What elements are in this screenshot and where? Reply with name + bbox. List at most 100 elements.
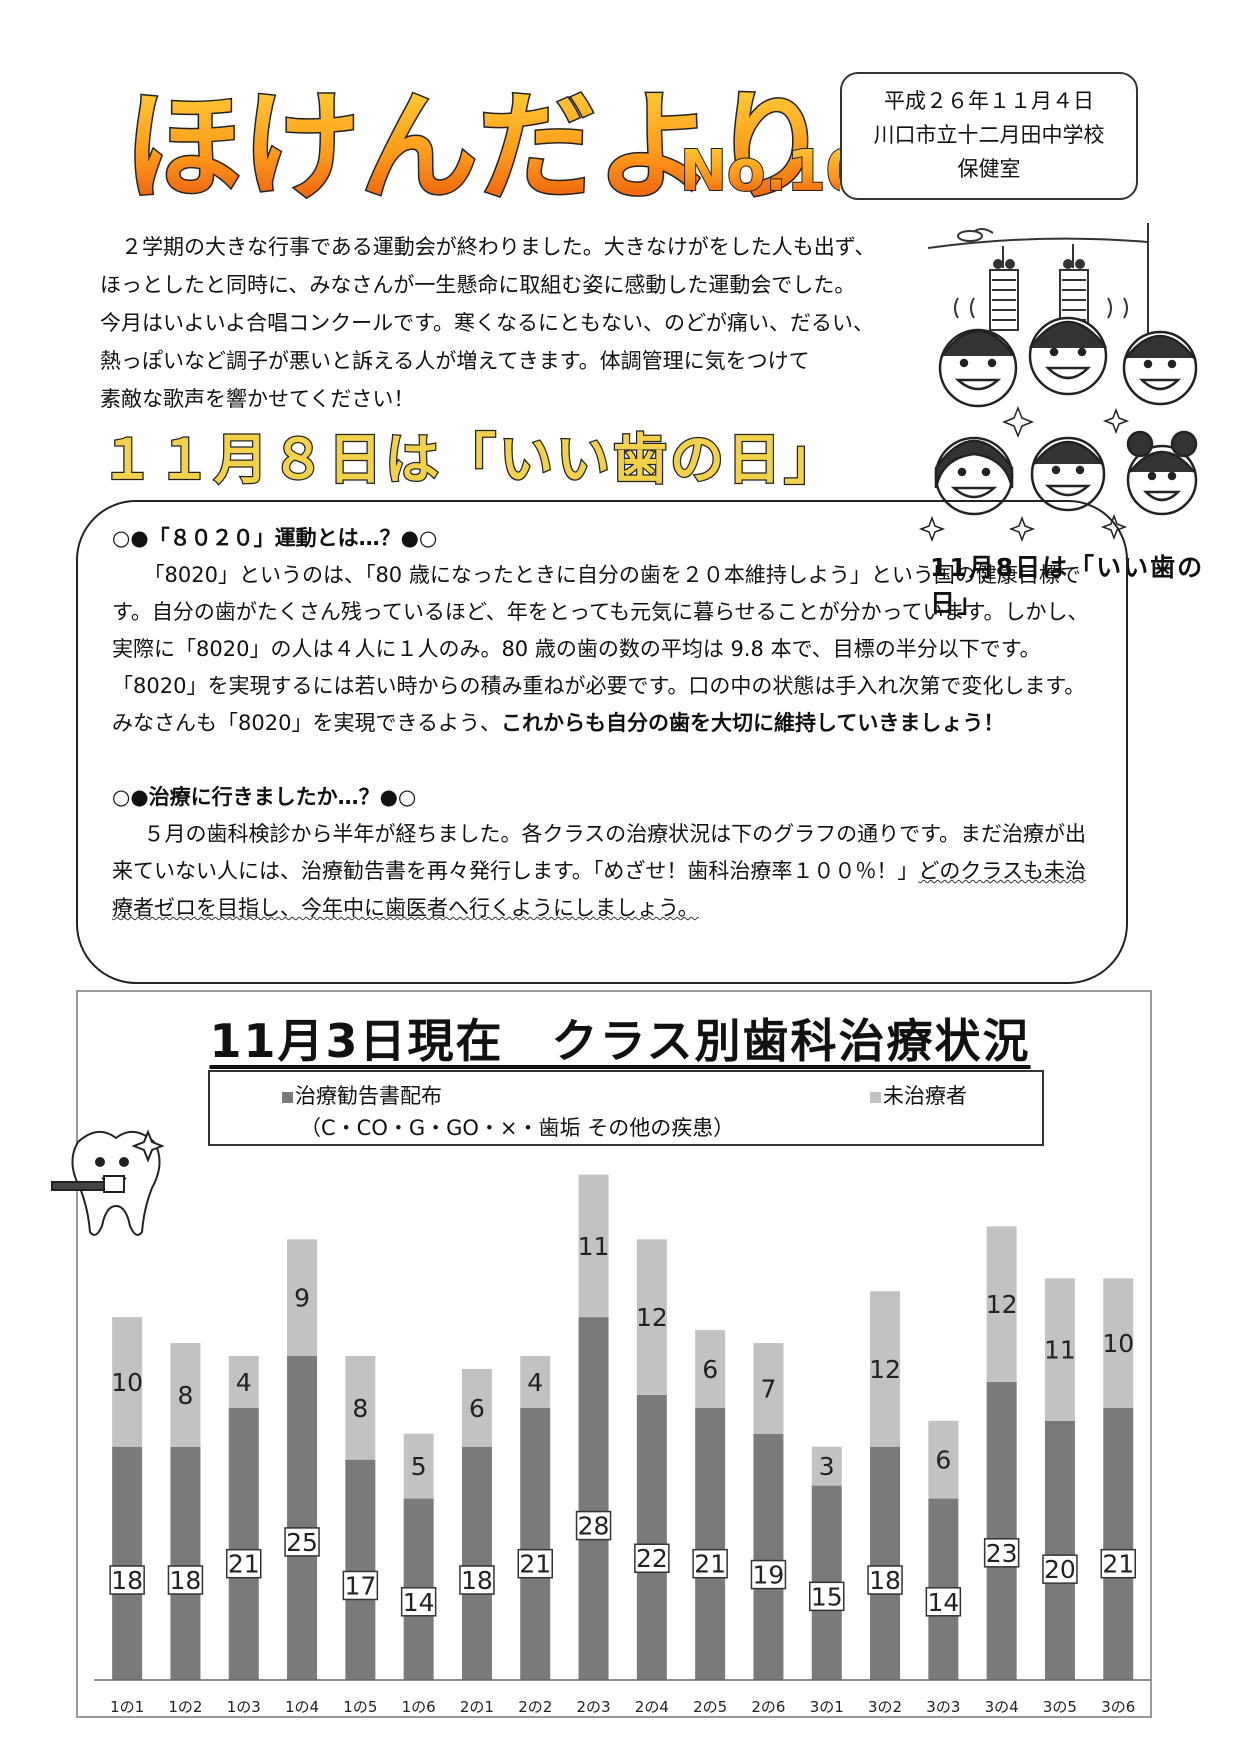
data-label-untreated: 12: [869, 1355, 901, 1384]
section-body-8020: 「8020」というのは、「80 歳になったときに自分の歯を２０本維持しよう」とい…: [112, 557, 1100, 742]
bar-treated-2の2: [520, 1407, 551, 1680]
bar-untreated-2の5: [695, 1330, 726, 1408]
bar-treated-1の2: [170, 1446, 201, 1680]
newsletter-title: ほけんだより: [124, 78, 830, 216]
section-title-treatment: ○●治療に行きましたか…？●○: [112, 785, 417, 809]
info-box: 平成２６年１１月４日 川口市立十二月田中学校 保健室: [840, 72, 1138, 200]
data-label-treated: 22: [636, 1544, 668, 1573]
data-label-untreated: 5: [411, 1452, 427, 1481]
section-body-treatment: ５月の歯科検診から半年が経ちました。各クラスの治療状況は下のグラフの通りです。ま…: [112, 816, 1100, 927]
data-label-box: [575, 1510, 612, 1541]
bar-untreated-3の2: [870, 1291, 901, 1447]
data-label-treated: 28: [578, 1512, 610, 1541]
data-label-untreated: 11: [1044, 1336, 1076, 1365]
content-body: ○●「８０２０」運動とは…？●○ 「8020」というのは、「80 歳になったとき…: [112, 520, 1100, 927]
data-label-treated: 17: [344, 1571, 376, 1600]
data-label-box: [809, 1581, 845, 1612]
data-label-treated: 14: [927, 1588, 959, 1617]
side-caption: 11月8日は「いい歯の日」: [930, 553, 1205, 618]
body-text: 「8020」というのは、「80 歳になったときに自分の歯を２０本維持しよう」とい…: [112, 563, 1089, 735]
body-text: ５月の歯科検診から半年が経ちました。各クラスの治療状況は下のグラフの通りです。ま…: [112, 822, 1086, 883]
category-label: 3の4: [985, 1698, 1019, 1716]
data-label-untreated: 8: [177, 1381, 193, 1410]
data-label-untreated: 9: [294, 1284, 310, 1313]
category-label: 2の2: [518, 1698, 552, 1716]
category-label: 1の1: [110, 1698, 144, 1716]
bar-untreated-3の1: [811, 1446, 842, 1486]
headline-text: １１月８日は「いい歯の日」: [100, 428, 841, 491]
data-label-treated: 21: [519, 1550, 551, 1579]
bar-chart: 18 10 1の1 18 8 1の2 21 4 1の3 25 9 1の4 17 8 1の5 14 5 1の6 18 6…: [94, 1174, 1150, 1716]
category-label: 3の5: [1043, 1698, 1077, 1716]
happy-face-icon: [934, 436, 1014, 516]
data-label-box: [400, 1587, 437, 1617]
content-frame: [76, 500, 1128, 984]
data-label-box: [1100, 1548, 1136, 1579]
bar-untreated-1の5: [345, 1356, 376, 1460]
data-label-treated: 21: [1102, 1550, 1134, 1579]
data-label-box: [750, 1559, 787, 1590]
data-label-box: [634, 1543, 670, 1573]
data-label-box: [342, 1570, 379, 1601]
bar-treated-1の1: [112, 1446, 143, 1680]
data-label-box: [284, 1527, 320, 1557]
emphasis-text: これからも自分の歯を大切に維持していきましょう！: [501, 711, 1005, 735]
category-label: 3の6: [1101, 1698, 1135, 1716]
happy-face-icon: [1126, 430, 1198, 516]
data-label-box: [109, 1565, 145, 1595]
legend-swatch: [282, 1091, 293, 1103]
data-label-treated: 19: [753, 1561, 785, 1590]
data-label-untreated: 10: [1102, 1329, 1134, 1358]
intro-line: 今月はいよいよ合唱コンクールです。寒くなるにともない、のどが痛い、だるい、: [100, 311, 875, 335]
data-label-treated: 18: [869, 1566, 901, 1595]
data-label-box: [692, 1548, 728, 1579]
bar-untreated-1の6: [403, 1433, 434, 1499]
data-label-box: [867, 1565, 903, 1595]
office-name: 保健室: [957, 157, 1021, 181]
data-label-box: [517, 1548, 553, 1579]
intro-line: ２学期の大きな行事である運動会が終わりました。大きなけがをした人も出ず、: [100, 235, 876, 259]
bar-treated-1の3: [228, 1407, 259, 1680]
category-label: 2の5: [693, 1698, 727, 1716]
bar-treated-2の3: [578, 1317, 609, 1680]
happy-face-icon: [1028, 316, 1108, 396]
data-label-box: [983, 1538, 1020, 1568]
bar-untreated-1の1: [112, 1317, 143, 1447]
intro-line: ほっとしたと同時に、みなさんが一生懸命に取組む姿に感動した運動会でした。: [100, 273, 856, 297]
data-label-untreated: 12: [636, 1303, 668, 1332]
category-label: 1の5: [343, 1698, 377, 1716]
headline: １１月８日は「いい歯の日」: [100, 427, 841, 493]
legend-swatch: [870, 1091, 881, 1103]
happy-face-icon: [938, 328, 1018, 408]
data-label-treated: 18: [111, 1566, 143, 1595]
category-label: 1の4: [285, 1698, 319, 1716]
bar-untreated-2の3: [578, 1174, 609, 1318]
issue-date: 平成２６年１１月４日: [884, 89, 1094, 113]
bar-untreated-2の2: [520, 1356, 551, 1408]
section-title-8020: ○●「８０２０」運動とは…？●○: [112, 526, 438, 550]
bar-untreated-3の4: [986, 1226, 1017, 1382]
data-label-box: [925, 1587, 962, 1617]
data-label-treated: 21: [228, 1550, 260, 1579]
data-label-untreated: 7: [760, 1374, 776, 1403]
data-label-untreated: 6: [702, 1355, 718, 1384]
legend-note: （C・CO・G・GO・×・歯垢 その他の疾患）: [300, 1116, 735, 1140]
bar-untreated-2の6: [753, 1343, 784, 1434]
data-label-box: [226, 1548, 262, 1579]
category-label: 3の1: [810, 1698, 844, 1716]
bar-untreated-3の5: [1044, 1278, 1075, 1421]
chart-title: 11月3日現在 クラス別歯科治療状況: [209, 1014, 1031, 1068]
bar-treated-1の4: [287, 1356, 318, 1680]
legend-item-untreated: 未治療者: [870, 1080, 967, 1110]
bar-untreated-1の4: [287, 1239, 318, 1356]
bar-untreated-1の2: [170, 1343, 201, 1447]
intro-line: 素敵な歌声を響かせてください！: [100, 387, 415, 411]
data-label-treated: 21: [694, 1550, 726, 1579]
legend-label: 未治療者: [883, 1084, 967, 1108]
data-label-treated: 14: [403, 1588, 435, 1617]
data-label-treated: 15: [811, 1582, 843, 1611]
legend-label: 治療勧告書配布: [295, 1084, 442, 1108]
legend-item-treated: 治療勧告書配布: [282, 1080, 442, 1110]
bar-treated-2の6: [753, 1433, 784, 1680]
data-label-treated: 23: [986, 1539, 1018, 1568]
